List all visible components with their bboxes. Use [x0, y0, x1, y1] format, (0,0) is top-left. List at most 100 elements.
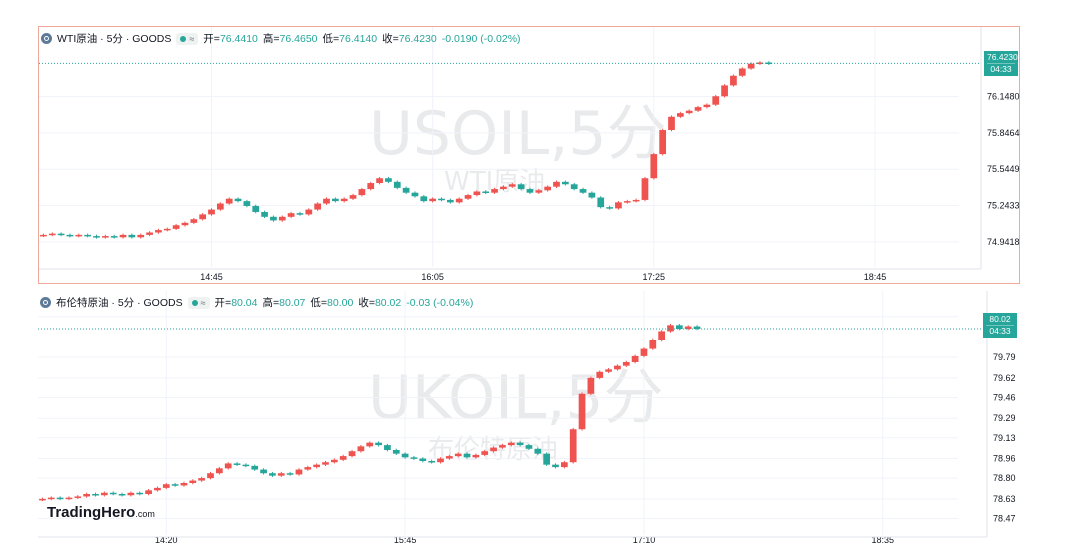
y-tick-label: 75.8464: [987, 128, 1020, 138]
candle-body: [110, 236, 118, 238]
candle-body: [454, 453, 462, 457]
open-key: 开: [214, 297, 226, 309]
candle-body: [163, 228, 171, 231]
candle-body: [243, 201, 251, 206]
candle-body: [314, 203, 322, 210]
candle-body: [614, 365, 621, 370]
candle-body: [349, 195, 357, 199]
candle-body: [631, 355, 639, 362]
wti-chart-panel[interactable]: WTI原油 · 5分 · GOODS ≈ 开=76.4410 高=76.4650…: [38, 26, 1020, 284]
candle-body: [323, 198, 330, 204]
candle-body: [438, 198, 445, 201]
candle-body: [367, 183, 375, 190]
symbol-icon[interactable]: [41, 33, 52, 44]
candle-body: [500, 186, 507, 190]
candle-body: [376, 178, 383, 184]
candle-body: [473, 191, 481, 196]
toggle-label: ≈: [189, 33, 195, 44]
candle-body: [215, 468, 223, 474]
candle-body: [561, 181, 569, 185]
candle-body: [658, 331, 666, 340]
candle-body: [553, 181, 560, 187]
candle-body: [57, 233, 65, 236]
candle-body: [420, 196, 428, 202]
low-value: 76.4140: [339, 33, 378, 45]
x-tick-label: 16:05: [421, 272, 444, 282]
candle-body: [340, 198, 348, 202]
candle-body: [277, 473, 285, 476]
candle-body: [286, 473, 294, 475]
candle-body: [136, 492, 144, 495]
candle-body: [207, 473, 214, 479]
candle-body: [39, 498, 46, 501]
close-value: 76.4230: [398, 33, 437, 45]
candle-body: [508, 184, 516, 187]
candle-body: [482, 191, 490, 193]
candle-body: [119, 234, 127, 238]
candle-body: [526, 189, 534, 193]
symbol-icon[interactable]: [40, 297, 51, 308]
ohlc-close: 收=76.4230: [382, 33, 437, 45]
candle-body: [295, 469, 303, 475]
brent-chart-panel[interactable]: 布伦特原油 · 5分 · GOODS ≈ 开=80.04 高=80.07 低=8…: [38, 291, 1020, 553]
candle-body: [429, 198, 437, 202]
symbol-line[interactable]: WTI原油 · 5分 · GOODS: [57, 33, 172, 45]
x-tick-label: 18:45: [864, 272, 887, 282]
candle-body: [375, 442, 382, 446]
change-value: -0.03 (-0.04%): [406, 296, 474, 309]
candle-body: [552, 464, 559, 468]
high-value: 80.07: [279, 297, 306, 309]
candle-body: [685, 110, 693, 114]
wti-legend: WTI原油 · 5分 · GOODS ≈ 开=76.4410 高=76.4650…: [41, 31, 521, 46]
candle-body: [366, 442, 374, 447]
candle-body: [675, 325, 683, 329]
candle-body: [208, 209, 215, 215]
candle-body: [304, 467, 312, 470]
candle-body: [650, 154, 658, 179]
visibility-toggle[interactable]: ≈: [187, 296, 210, 309]
candle-body: [47, 497, 55, 500]
candle-body: [278, 216, 286, 221]
candle-body: [199, 214, 207, 220]
candle-body: [252, 205, 260, 212]
y-tick-label: 78.80: [993, 473, 1016, 483]
candle-body: [198, 478, 206, 481]
candle-body: [358, 189, 366, 196]
visibility-toggle[interactable]: ≈: [176, 32, 199, 45]
candle-body: [668, 116, 675, 131]
candle-body: [446, 199, 454, 203]
candle-body: [56, 497, 64, 500]
brent-legend: 布伦特原油 · 5分 · GOODS ≈ 开=80.04 高=80.07 低=8…: [40, 295, 473, 310]
y-tick-label: 78.96: [993, 454, 1016, 464]
brent-candlestick-svg[interactable]: 80.1279.7979.6279.4679.2979.1378.9678.80…: [38, 291, 1020, 553]
candle-body: [534, 448, 542, 454]
candle-body: [305, 209, 313, 215]
last-price-value: 80.02: [989, 314, 1011, 324]
ohlc-low: 低=76.4140: [322, 33, 378, 45]
candle-body: [588, 192, 596, 198]
toggle-label: ≈: [200, 297, 206, 308]
x-tick-label: 17:25: [643, 272, 666, 282]
candle-body: [101, 236, 109, 238]
candle-body: [401, 453, 409, 458]
symbol-line[interactable]: 布伦特原油 · 5分 · GOODS: [56, 297, 183, 309]
candle-body: [694, 107, 702, 111]
candle-body: [146, 232, 153, 235]
y-tick-label: 75.2433: [987, 201, 1020, 211]
ohlc-open: 开=76.4410: [203, 33, 258, 45]
brand-name: TradingHero: [47, 504, 136, 521]
candle-body: [455, 198, 463, 203]
candle-body: [605, 369, 612, 372]
candle-body: [261, 211, 268, 217]
candle-body: [65, 497, 73, 500]
candle-body: [224, 463, 232, 469]
candle-body: [48, 233, 56, 236]
candle-body: [516, 442, 524, 446]
candle-body: [428, 461, 436, 463]
candle-body: [155, 230, 162, 233]
candle-body: [296, 213, 304, 215]
x-tick-label: 17:10: [633, 535, 656, 545]
candle-body: [463, 453, 471, 458]
wti-candlestick-svg[interactable]: 76.1480 75.8464 75.5449 75.2433 74.9418 14:45…: [39, 27, 1021, 285]
candle-body: [260, 469, 267, 474]
